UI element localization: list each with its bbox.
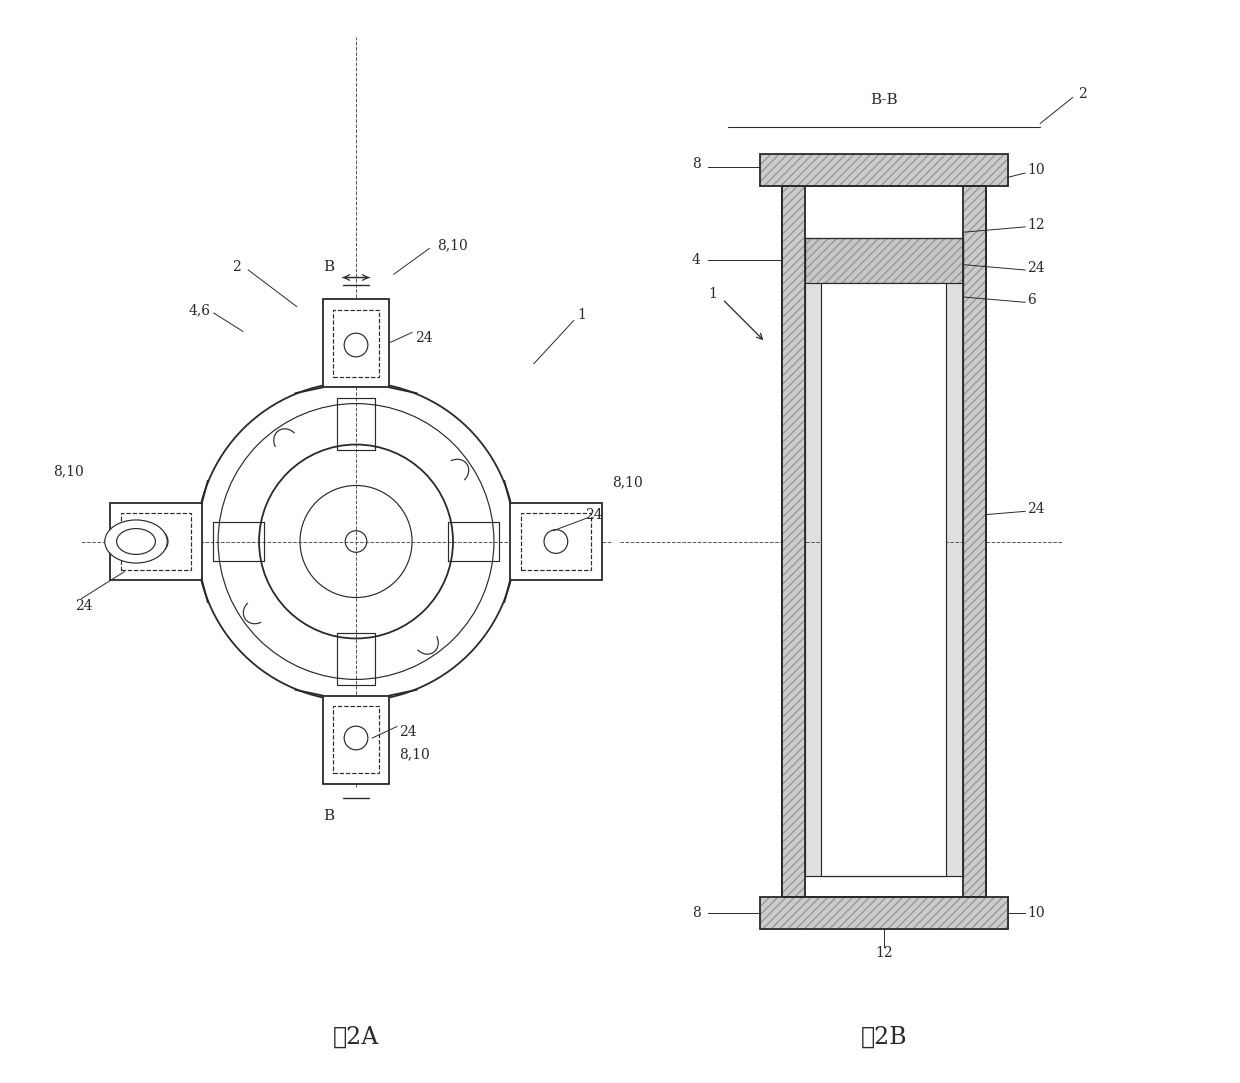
- Text: 1: 1: [708, 287, 717, 301]
- Ellipse shape: [104, 520, 167, 563]
- Bar: [334, 310, 378, 377]
- Bar: [760, 897, 1008, 929]
- Bar: [805, 237, 962, 283]
- Bar: [805, 237, 962, 875]
- Text: 12: 12: [1027, 218, 1045, 232]
- Bar: [821, 283, 946, 875]
- Bar: [760, 154, 1008, 186]
- Text: 4: 4: [692, 253, 701, 268]
- Text: 6: 6: [1027, 293, 1037, 308]
- Bar: [781, 186, 805, 897]
- Text: 8,10: 8,10: [53, 465, 84, 479]
- Text: 24: 24: [415, 331, 433, 344]
- Bar: [110, 503, 202, 580]
- Text: 24: 24: [399, 725, 417, 739]
- Text: 8,10: 8,10: [436, 238, 467, 252]
- Bar: [962, 186, 986, 897]
- Bar: [521, 513, 591, 570]
- Text: 24: 24: [1027, 503, 1045, 517]
- Bar: [805, 237, 962, 283]
- Bar: [781, 186, 805, 897]
- Text: 8: 8: [692, 157, 701, 171]
- Text: 10: 10: [1027, 162, 1045, 177]
- Text: 2: 2: [232, 260, 241, 274]
- Text: 8,10: 8,10: [399, 747, 430, 761]
- Bar: [962, 186, 986, 897]
- Text: 24: 24: [1027, 261, 1045, 275]
- Text: 10: 10: [1027, 906, 1045, 921]
- Text: 图2A: 图2A: [332, 1026, 379, 1048]
- Bar: [322, 299, 389, 388]
- Text: 4,6: 4,6: [188, 303, 211, 317]
- Text: B-B: B-B: [870, 93, 898, 107]
- Bar: [510, 503, 601, 580]
- Text: B: B: [324, 260, 335, 274]
- Text: 12: 12: [875, 947, 893, 961]
- Bar: [760, 154, 1008, 186]
- Text: 24: 24: [585, 508, 603, 522]
- Bar: [760, 897, 1008, 929]
- Text: 8,10: 8,10: [613, 475, 644, 490]
- Text: 24: 24: [74, 599, 93, 613]
- Bar: [322, 695, 389, 784]
- Text: 8: 8: [692, 906, 701, 921]
- Text: 2: 2: [1078, 88, 1086, 102]
- Text: B: B: [324, 809, 335, 823]
- Text: 图2B: 图2B: [861, 1026, 908, 1048]
- Ellipse shape: [117, 529, 155, 554]
- Bar: [334, 706, 378, 773]
- Text: 1: 1: [577, 309, 585, 323]
- Bar: [122, 513, 191, 570]
